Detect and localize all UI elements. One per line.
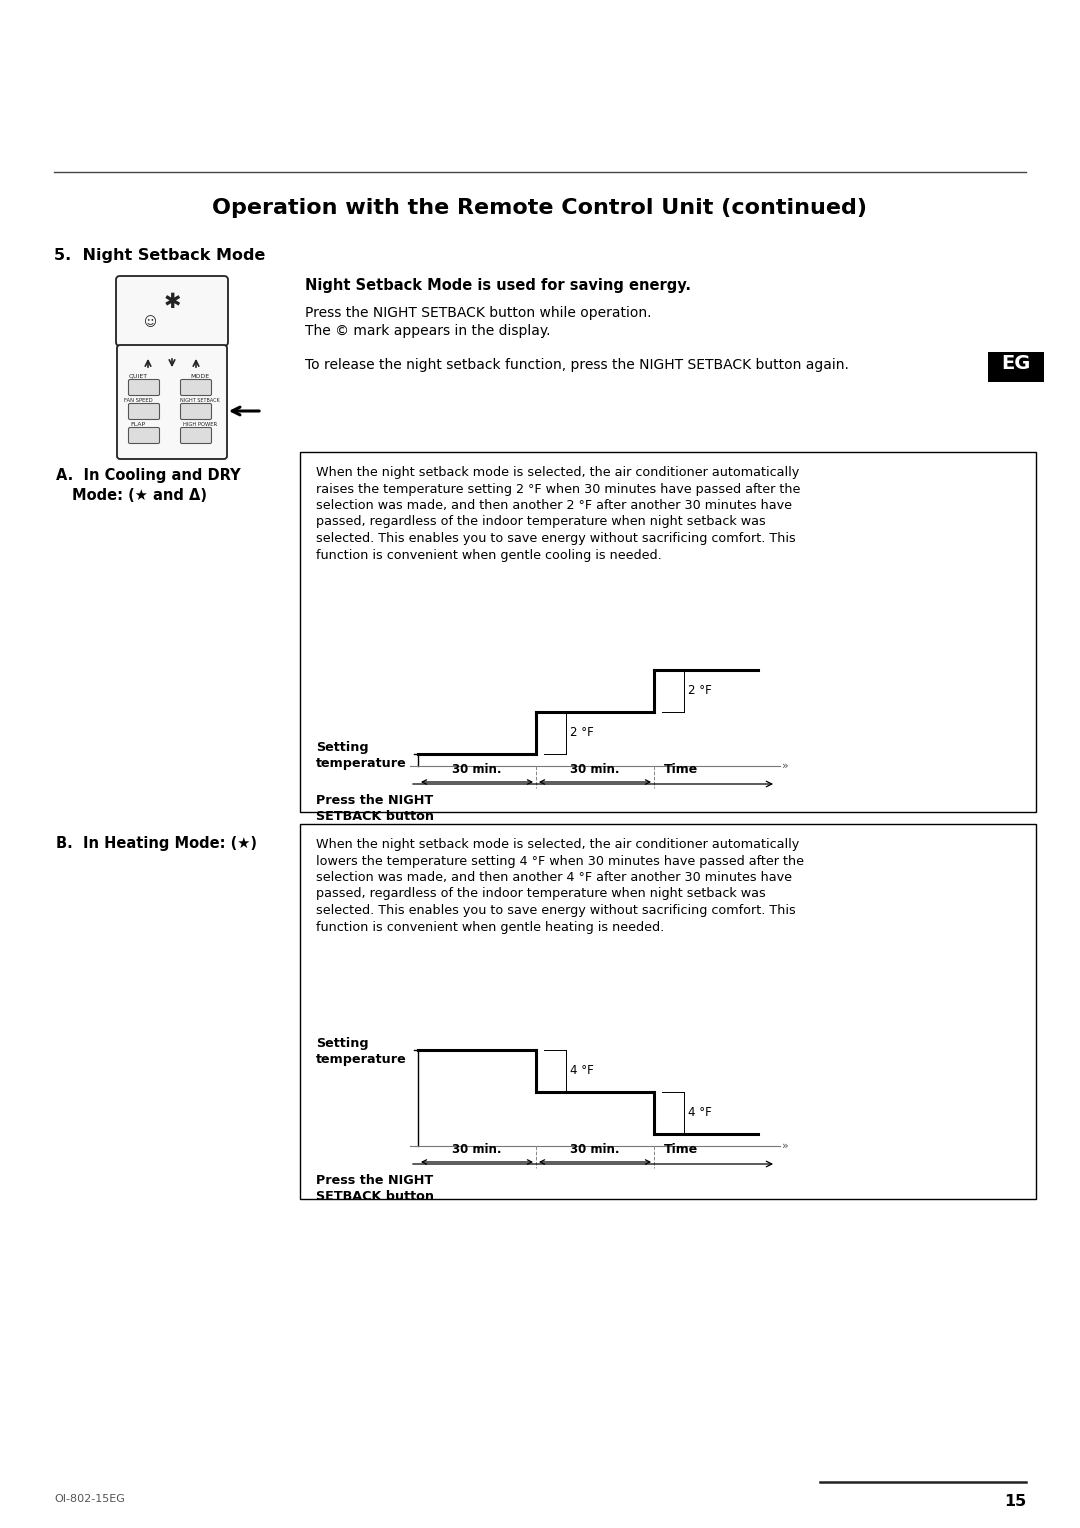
- Text: 2 °F: 2 °F: [570, 726, 594, 740]
- FancyBboxPatch shape: [129, 428, 160, 443]
- Text: OI-802-15EG: OI-802-15EG: [54, 1494, 125, 1504]
- Text: When the night setback mode is selected, the air conditioner automatically: When the night setback mode is selected,…: [316, 837, 799, 851]
- Text: 30 min.: 30 min.: [570, 1143, 620, 1157]
- Text: 4 °F: 4 °F: [688, 1106, 712, 1120]
- Text: Press the NIGHT SETBACK button while operation.: Press the NIGHT SETBACK button while ope…: [305, 306, 651, 319]
- Text: 5.  Night Setback Mode: 5. Night Setback Mode: [54, 248, 266, 263]
- Text: Press the NIGHT
SETBACK button: Press the NIGHT SETBACK button: [316, 795, 434, 824]
- Text: NIGHT SETBACK: NIGHT SETBACK: [180, 397, 220, 403]
- Text: function is convenient when gentle heating is needed.: function is convenient when gentle heati…: [316, 920, 664, 934]
- Text: selected. This enables you to save energy without sacrificing comfort. This: selected. This enables you to save energ…: [316, 532, 796, 545]
- Text: FAN SPEED: FAN SPEED: [124, 397, 152, 403]
- Text: »: »: [782, 1141, 788, 1151]
- Text: passed, regardless of the indoor temperature when night setback was: passed, regardless of the indoor tempera…: [316, 515, 766, 529]
- Text: passed, regardless of the indoor temperature when night setback was: passed, regardless of the indoor tempera…: [316, 888, 766, 900]
- FancyBboxPatch shape: [129, 379, 160, 396]
- FancyBboxPatch shape: [117, 345, 227, 458]
- Text: »: »: [782, 761, 788, 772]
- Text: The © mark appears in the display.: The © mark appears in the display.: [305, 324, 551, 338]
- Text: raises the temperature setting 2 °F when 30 minutes have passed after the: raises the temperature setting 2 °F when…: [316, 483, 800, 495]
- Text: Time: Time: [664, 762, 699, 776]
- FancyBboxPatch shape: [180, 379, 212, 396]
- Text: 30 min.: 30 min.: [570, 762, 620, 776]
- Text: selection was made, and then another 2 °F after another 30 minutes have: selection was made, and then another 2 °…: [316, 500, 792, 512]
- Bar: [300, 452, 1036, 811]
- Text: To release the night setback function, press the NIGHT SETBACK button again.: To release the night setback function, p…: [305, 358, 849, 371]
- Text: selected. This enables you to save energy without sacrificing comfort. This: selected. This enables you to save energ…: [316, 905, 796, 917]
- Text: lowers the temperature setting 4 °F when 30 minutes have passed after the: lowers the temperature setting 4 °F when…: [316, 854, 804, 868]
- Text: A.  In Cooling and DRY: A. In Cooling and DRY: [56, 468, 241, 483]
- Text: 15: 15: [1003, 1494, 1026, 1510]
- Text: Time: Time: [664, 1143, 699, 1157]
- FancyBboxPatch shape: [116, 277, 228, 345]
- Text: 30 min.: 30 min.: [453, 1143, 502, 1157]
- Bar: [300, 824, 1036, 1199]
- FancyBboxPatch shape: [180, 403, 212, 420]
- Text: Mode: (★ and Δ): Mode: (★ and Δ): [72, 487, 207, 503]
- Text: B.  In Heating Mode: (★): B. In Heating Mode: (★): [56, 836, 257, 851]
- Text: QUIET: QUIET: [129, 374, 148, 379]
- Text: 2 °F: 2 °F: [688, 685, 712, 697]
- Text: MODE: MODE: [190, 374, 210, 379]
- FancyBboxPatch shape: [180, 428, 212, 443]
- Text: Setting
temperature: Setting temperature: [316, 741, 407, 770]
- Text: EG: EG: [1001, 354, 1030, 373]
- Text: Night Setback Mode is used for saving energy.: Night Setback Mode is used for saving en…: [305, 278, 691, 293]
- Text: 30 min.: 30 min.: [453, 762, 502, 776]
- Text: FLAP: FLAP: [131, 422, 146, 426]
- FancyBboxPatch shape: [129, 403, 160, 420]
- Text: ☺: ☺: [144, 316, 157, 329]
- Text: function is convenient when gentle cooling is needed.: function is convenient when gentle cooli…: [316, 549, 662, 561]
- Text: HIGH POWER: HIGH POWER: [183, 422, 217, 426]
- Text: ✱: ✱: [163, 292, 180, 312]
- Text: 4 °F: 4 °F: [570, 1065, 594, 1077]
- Text: Press the NIGHT
SETBACK button: Press the NIGHT SETBACK button: [316, 1174, 434, 1203]
- Text: Setting
temperature: Setting temperature: [316, 1038, 407, 1067]
- Text: selection was made, and then another 4 °F after another 30 minutes have: selection was made, and then another 4 °…: [316, 871, 792, 885]
- Bar: [988, 351, 1044, 382]
- Text: Operation with the Remote Control Unit (continued): Operation with the Remote Control Unit (…: [213, 199, 867, 219]
- Text: When the night setback mode is selected, the air conditioner automatically: When the night setback mode is selected,…: [316, 466, 799, 478]
